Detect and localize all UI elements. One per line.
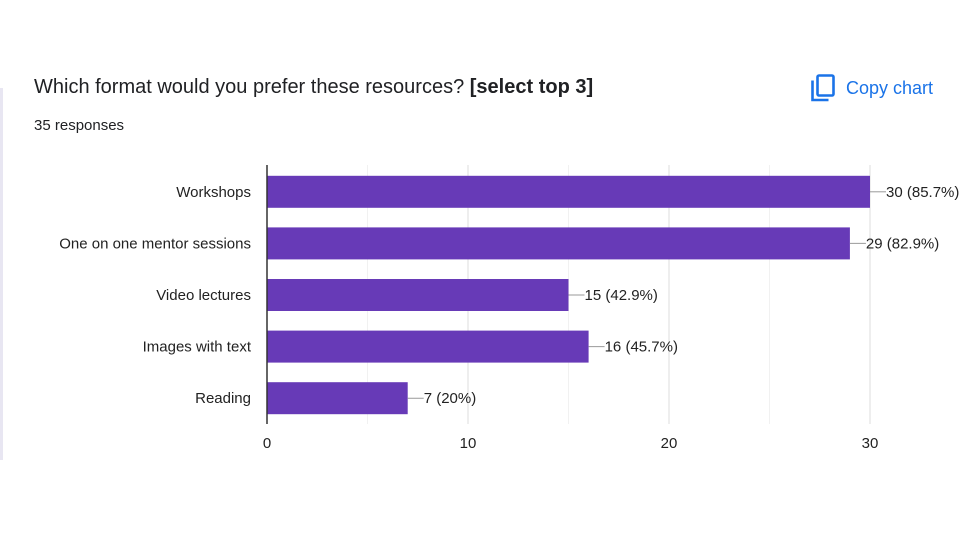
response-count: 35 responses xyxy=(34,117,125,134)
copy-chart-label: Copy chart xyxy=(846,77,934,98)
x-tick-label: 30 xyxy=(862,435,879,452)
data-label: 29 (82.9%) xyxy=(866,235,939,252)
bar xyxy=(267,279,569,311)
data-label: 16 (45.7%) xyxy=(605,339,678,356)
x-tick-label: 20 xyxy=(661,435,678,452)
bar xyxy=(267,330,589,363)
bar xyxy=(267,382,408,415)
category-label: One on one mentor sessions xyxy=(59,235,251,252)
question-text: Which format would you prefer these reso… xyxy=(34,76,470,98)
category-label: Workshops xyxy=(176,184,251,201)
x-tick-label: 10 xyxy=(460,435,477,452)
data-label: 7 (20%) xyxy=(424,390,477,407)
data-label: 30 (85.7%) xyxy=(886,184,959,201)
question-emphasis: [select top 3] xyxy=(469,76,594,98)
card-left-edge xyxy=(0,88,3,460)
x-tick-label: 0 xyxy=(263,435,271,452)
copy-icon xyxy=(810,74,836,102)
bar xyxy=(267,175,870,208)
category-label: Images with text xyxy=(143,339,252,356)
category-label: Video lectures xyxy=(156,287,251,304)
category-label: Reading xyxy=(195,390,251,407)
copy-chart-button[interactable]: Copy chart xyxy=(810,72,933,104)
data-label: 15 (42.9%) xyxy=(585,287,658,304)
question-title: Which format would you prefer these reso… xyxy=(34,76,593,99)
bar xyxy=(267,227,850,260)
